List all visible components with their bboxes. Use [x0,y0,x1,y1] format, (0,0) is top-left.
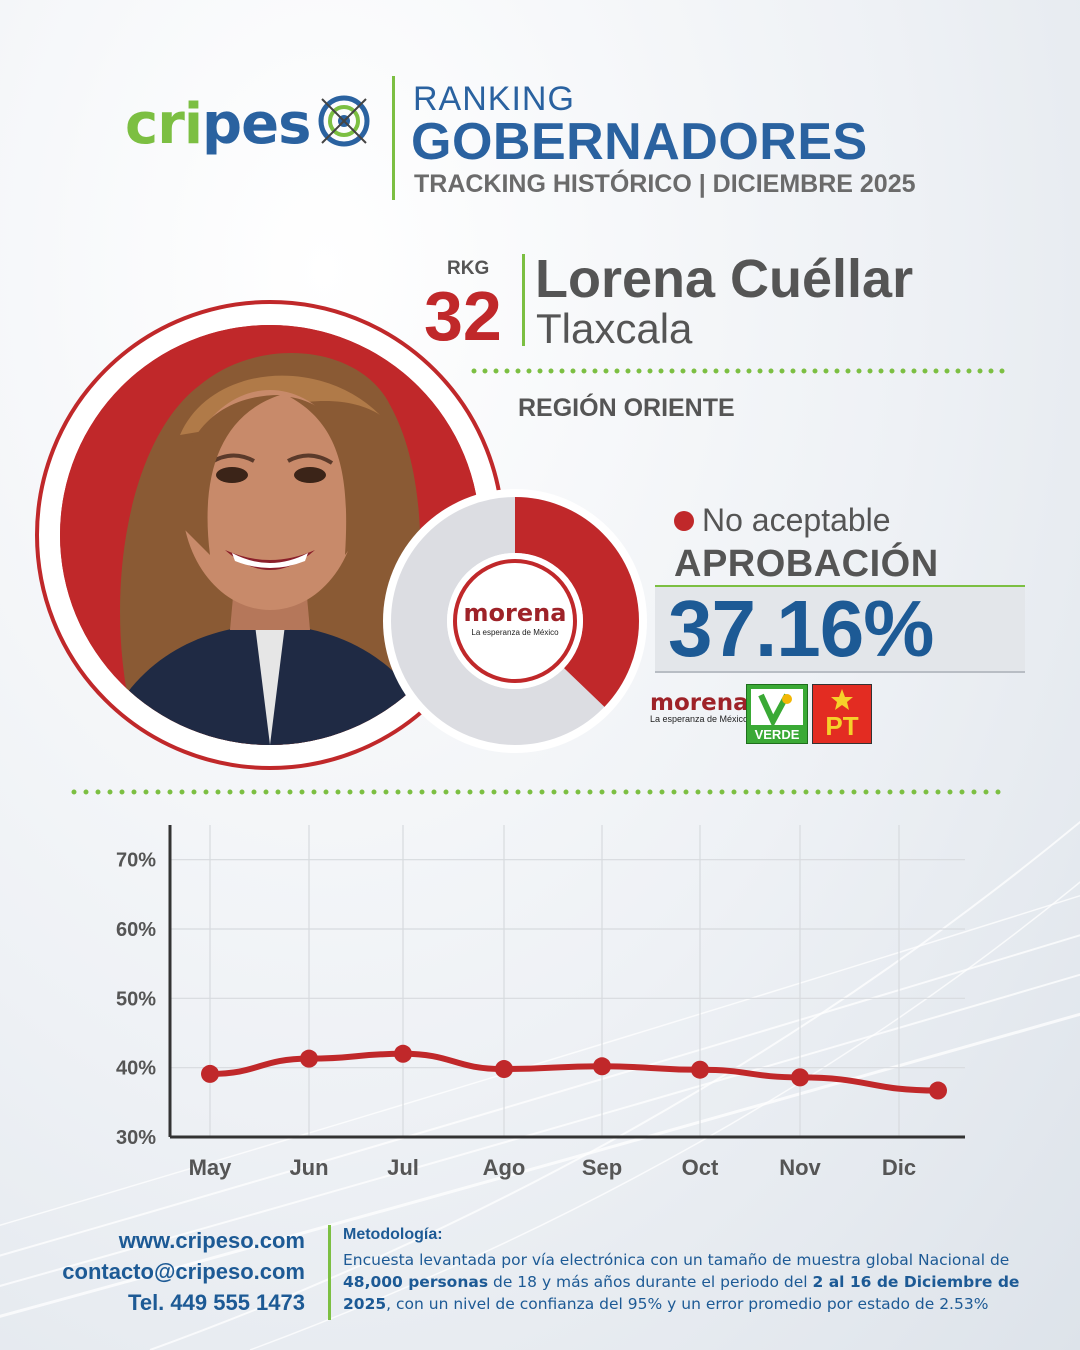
data-point [593,1057,611,1076]
status-dot-icon [674,511,694,531]
pt-logo: PT [812,684,872,744]
series-line [207,1050,941,1094]
x-tick-label: Ago [483,1155,526,1180]
state-name: Tlaxcala [536,305,693,352]
x-tick-label: May [189,1155,233,1180]
x-tick-label: Oct [682,1155,719,1180]
y-tick-label: 50% [116,988,156,1010]
morena-logo: morena La esperanza de México [650,690,749,725]
verde-logo-text: VERDE [755,727,800,742]
rank-label: RKG [447,258,490,279]
footer-divider [328,1225,331,1320]
approval-label: APROBACIÓN [674,543,939,585]
x-tick-label: Dic [882,1155,916,1180]
y-tick-label: 70% [116,850,156,872]
data-point [929,1081,947,1100]
approval-line-chart: 30% 40% 50% 60% 70% May Jun Jul Ago Sep Oct Nov Dic [116,825,965,1180]
cripeso-logo: cripes [125,92,311,157]
approval-value: 37.16% [668,584,934,673]
approval-status: No aceptable [702,502,891,538]
y-tick-label: 40% [116,1058,156,1080]
data-point [300,1049,318,1068]
dotted-divider [471,368,1009,374]
data-point [791,1068,809,1087]
header-subtitle: TRACKING HISTÓRICO | DICIEMBRE 2025 [414,170,916,198]
phone-number: Tel. 449 555 1473 [128,1290,305,1315]
methodology-text: Encuesta levantada por vía electrónica c… [343,1251,1020,1313]
y-tick-label: 30% [116,1127,156,1149]
name-divider [522,254,525,346]
target-icon [318,95,370,147]
pt-logo-text: PT [825,711,858,741]
header-ranking: RANKING [413,80,575,118]
email-link[interactable]: contacto@cripeso.com [62,1259,305,1284]
x-tick-label: Sep [582,1155,622,1180]
data-point [394,1044,412,1063]
verde-logo: VERDE [746,684,808,744]
portrait-illustration [60,325,480,745]
methodology-title: Metodología: [343,1226,443,1243]
governor-name: Lorena Cuéllar [535,249,914,309]
morena-logo-text: morena [650,690,749,716]
y-tick-label: 60% [116,919,156,941]
rank-number: 32 [424,277,502,355]
donut-approval-arc [391,497,639,745]
morena-logo-tagline: La esperanza de México [650,714,749,724]
approval-box [655,585,1025,673]
region-label: REGIÓN ORIENTE [518,394,735,422]
header-title: GOBERNADORES [411,113,868,171]
website-link[interactable]: www.cripeso.com [118,1228,305,1253]
portrait-photo [60,325,480,745]
x-tick-label: Jun [289,1155,328,1180]
data-point [201,1064,219,1083]
dotted-divider-2 [71,789,1009,795]
donut-party-tagline: La esperanza de México [471,628,559,637]
donut-party-logo: morena [464,599,567,627]
x-tick-label: Nov [779,1155,821,1180]
data-point [495,1060,513,1079]
header-divider [392,76,395,200]
approval-donut: morena La esperanza de México [383,489,647,753]
data-point [691,1060,709,1079]
x-tick-label: Jul [387,1155,419,1180]
